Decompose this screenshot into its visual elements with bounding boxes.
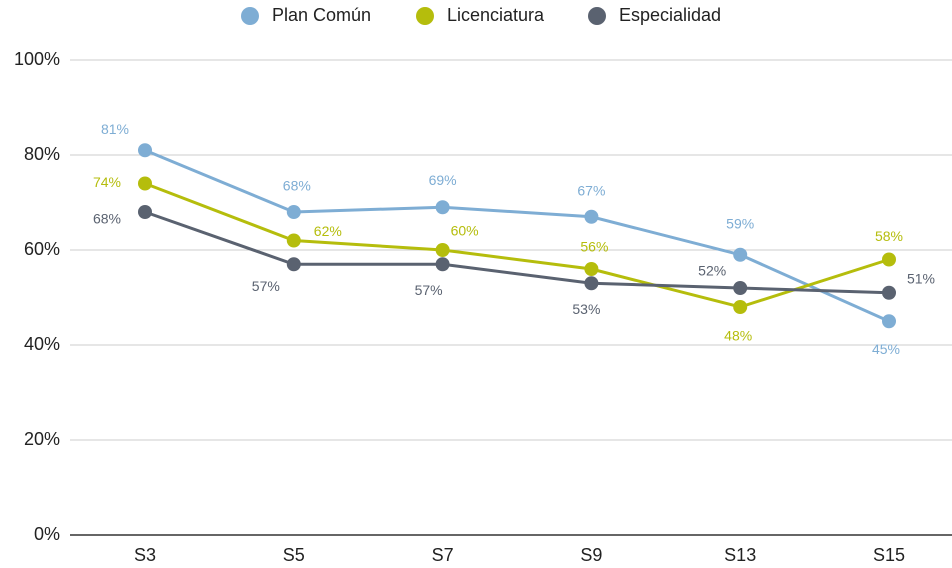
data-label: 59% <box>726 215 754 231</box>
y-tick-label: 0% <box>34 524 60 544</box>
data-point <box>286 257 301 272</box>
x-tick-label: S5 <box>283 545 305 565</box>
data-point <box>733 281 748 295</box>
data-point <box>435 243 450 257</box>
data-label: 69% <box>429 172 457 188</box>
data-label: 67% <box>577 182 605 198</box>
x-tick-label: S13 <box>724 545 756 565</box>
data-label: 56% <box>580 239 608 255</box>
data-point <box>882 314 896 329</box>
legend-label: Especialidad <box>619 5 721 25</box>
data-label: 45% <box>872 341 900 357</box>
x-tick-label: S15 <box>873 545 905 565</box>
data-label: 68% <box>283 178 311 194</box>
legend-marker <box>241 7 259 25</box>
series-line <box>144 182 890 309</box>
data-label: 48% <box>724 328 752 344</box>
y-tick-label: 60% <box>24 239 60 259</box>
x-tick-label: S7 <box>432 545 454 565</box>
data-point <box>138 205 152 219</box>
data-point <box>584 209 599 224</box>
legend-label: Plan Común <box>272 5 371 25</box>
data-point <box>435 257 450 272</box>
data-label: 57% <box>415 282 443 298</box>
y-tick-label: 20% <box>24 429 60 449</box>
y-tick-label: 100% <box>14 49 60 69</box>
data-label: 57% <box>252 278 280 294</box>
data-point <box>435 200 450 215</box>
legend-label: Licenciatura <box>447 5 545 25</box>
data-point <box>286 233 301 248</box>
data-point <box>733 300 748 314</box>
data-label: 62% <box>314 223 342 239</box>
series-line <box>144 210 890 295</box>
data-point <box>286 205 301 219</box>
x-tick-label: S3 <box>134 545 156 565</box>
data-label: 52% <box>698 263 726 279</box>
series-line <box>144 148 890 323</box>
data-label: 60% <box>451 223 479 239</box>
legend-marker <box>588 7 606 25</box>
data-label: 74% <box>93 174 121 190</box>
y-tick-label: 40% <box>24 334 60 354</box>
data-label: 68% <box>93 211 121 227</box>
data-label: 58% <box>875 228 903 244</box>
x-tick-label: S9 <box>580 545 602 565</box>
data-label: 81% <box>101 121 129 137</box>
data-point <box>882 252 896 267</box>
data-point <box>138 176 152 191</box>
legend-marker <box>416 7 434 25</box>
y-tick-label: 80% <box>24 144 60 164</box>
data-point <box>584 262 599 276</box>
data-label: 51% <box>907 270 935 286</box>
data-point <box>733 247 748 262</box>
data-point <box>138 143 152 158</box>
data-point <box>882 285 896 300</box>
data-point <box>584 276 599 291</box>
data-label: 53% <box>572 301 600 317</box>
